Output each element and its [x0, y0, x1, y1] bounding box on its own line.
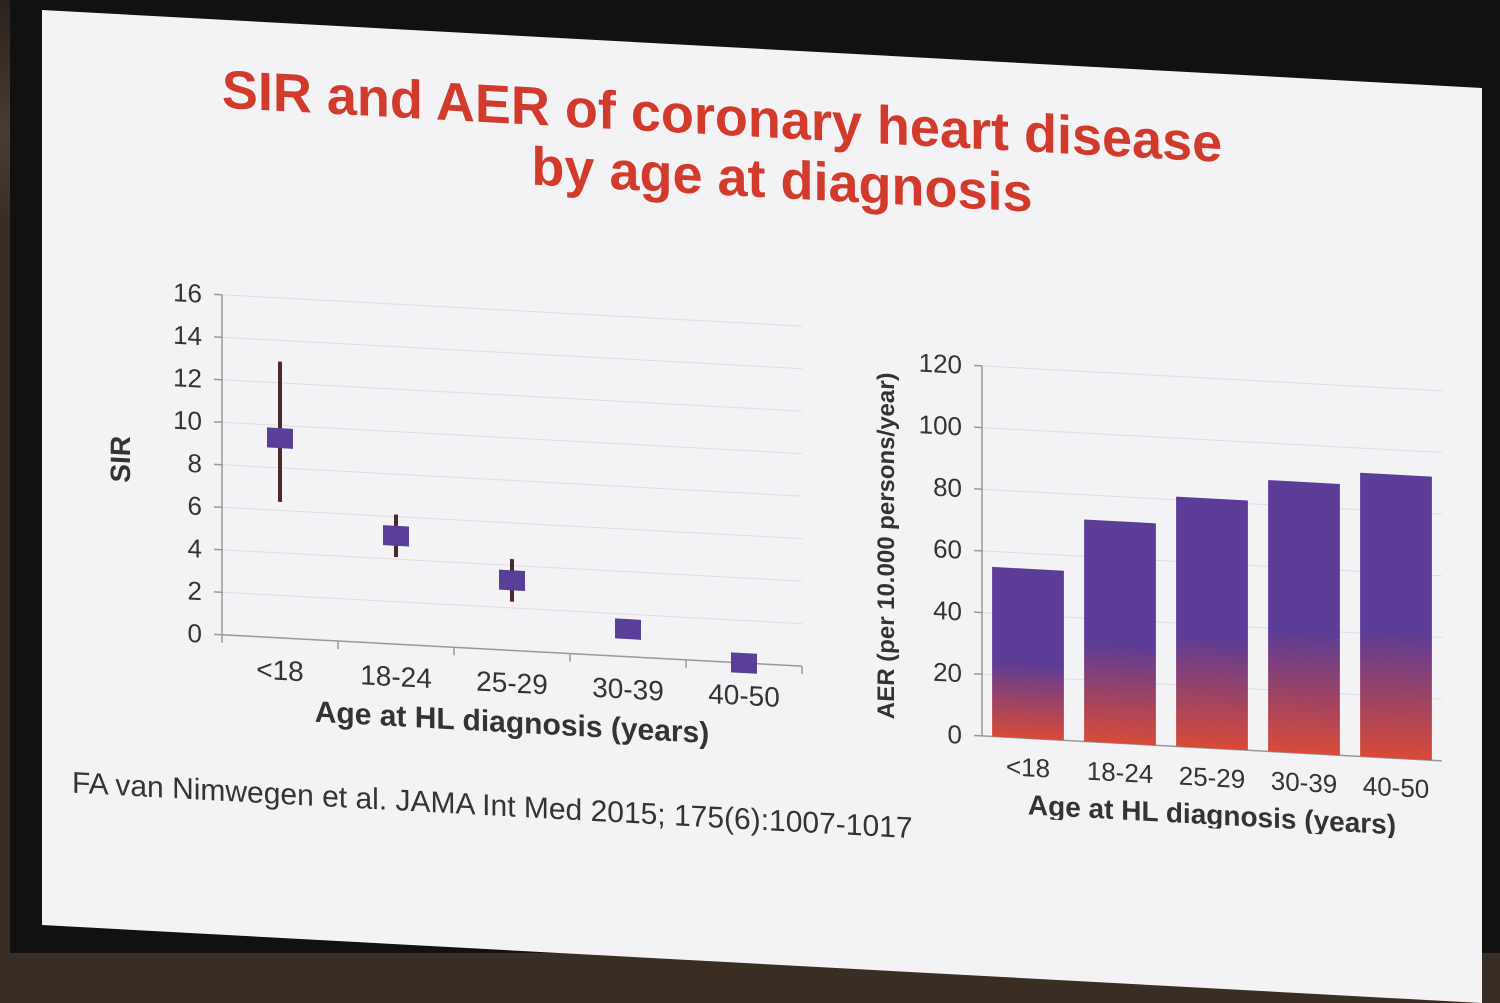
sir-point	[383, 525, 409, 546]
sir-ytick-label: 10	[173, 405, 202, 437]
slide: SIR and AER of coronary heart disease by…	[42, 10, 1482, 1003]
projection-screen-frame: SIR and AER of coronary heart disease by…	[10, 0, 1500, 953]
sir-xtick-label: 40-50	[708, 678, 780, 713]
sir-ytick-label: 14	[173, 320, 202, 352]
sir-point	[615, 618, 641, 639]
aer-ytick-label: 80	[933, 472, 962, 504]
sir-ytick-label: 12	[173, 362, 202, 394]
aer-bar	[1360, 473, 1432, 761]
aer-x-axis-title: Age at HL diagnosis (years)	[1028, 789, 1396, 840]
aer-xtick-label: 25-29	[1179, 761, 1245, 795]
aer-ytick-label: 60	[933, 533, 962, 565]
aer-xtick-label: 18-24	[1087, 756, 1153, 790]
sir-xtick-label: 25-29	[476, 666, 548, 701]
sir-y-axis-title: SIR	[105, 435, 136, 483]
sir-ytick-label: 4	[188, 533, 202, 564]
sir-x-axis	[222, 635, 802, 666]
sir-point	[731, 652, 757, 673]
sir-ytick-label: 8	[188, 448, 202, 479]
slide-title: SIR and AER of coronary heart disease by…	[42, 50, 1482, 248]
aer-ytick-label: 20	[933, 657, 962, 689]
aer-gridline	[982, 428, 1442, 453]
sir-point	[499, 570, 525, 591]
sir-gridline	[222, 422, 802, 453]
sir-gridline	[222, 337, 802, 368]
aer-ytick-label: 120	[919, 347, 962, 379]
sir-ytick-label: 2	[188, 575, 202, 606]
aer-gridline	[982, 366, 1442, 391]
sir-gridline	[222, 507, 802, 538]
sir-ytick-label: 0	[188, 618, 202, 649]
aer-ytick-label: 100	[919, 409, 962, 441]
sir-gridline	[222, 295, 802, 326]
sir-xtick-label: 18-24	[360, 659, 432, 694]
sir-xtick-label: 30-39	[592, 672, 664, 707]
aer-bar	[992, 567, 1064, 740]
aer-bar	[1084, 519, 1156, 745]
aer-chart: 0 20 40 60 80 100 120 <18 18-24 25-29 30-39 40-50 AE…	[832, 308, 1452, 842]
aer-bar	[1176, 497, 1248, 751]
aer-xtick-label: 30-39	[1271, 766, 1337, 800]
sir-xtick-label: <18	[256, 654, 303, 688]
aer-y-axis-title: AER (per 10.000 persons/year)	[873, 372, 900, 720]
sir-gridline	[222, 380, 802, 411]
sir-ytick-label: 6	[188, 490, 202, 521]
sir-point	[267, 427, 293, 448]
aer-bar	[1268, 480, 1340, 755]
aer-xtick-label: 40-50	[1363, 771, 1429, 805]
sir-gridline	[222, 465, 802, 496]
aer-ytick-label: 0	[948, 719, 962, 750]
aer-xtick-label: <18	[1006, 751, 1050, 783]
aer-ytick-label: 40	[933, 595, 962, 627]
sir-ytick-label: 16	[173, 277, 202, 309]
